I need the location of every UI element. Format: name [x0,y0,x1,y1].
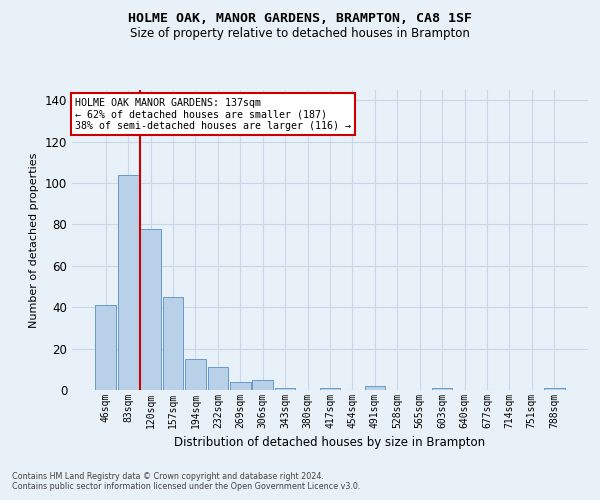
Bar [275,388,295,390]
Bar [544,388,565,390]
Y-axis label: Number of detached properties: Number of detached properties [29,152,39,328]
Bar [230,382,251,390]
Bar [140,228,161,390]
Bar [185,359,206,390]
Text: Size of property relative to detached houses in Brampton: Size of property relative to detached ho… [130,28,470,40]
Bar [95,305,116,390]
Bar [163,297,184,390]
Bar [208,367,228,390]
Bar [253,380,273,390]
Bar [320,388,340,390]
Bar [118,175,139,390]
Text: HOLME OAK MANOR GARDENS: 137sqm
← 62% of detached houses are smaller (187)
38% o: HOLME OAK MANOR GARDENS: 137sqm ← 62% of… [74,98,350,130]
Bar [432,388,452,390]
Bar [365,386,385,390]
Text: Contains public sector information licensed under the Open Government Licence v3: Contains public sector information licen… [12,482,361,491]
Text: HOLME OAK, MANOR GARDENS, BRAMPTON, CA8 1SF: HOLME OAK, MANOR GARDENS, BRAMPTON, CA8 … [128,12,472,26]
Text: Contains HM Land Registry data © Crown copyright and database right 2024.: Contains HM Land Registry data © Crown c… [12,472,324,481]
X-axis label: Distribution of detached houses by size in Brampton: Distribution of detached houses by size … [175,436,485,450]
